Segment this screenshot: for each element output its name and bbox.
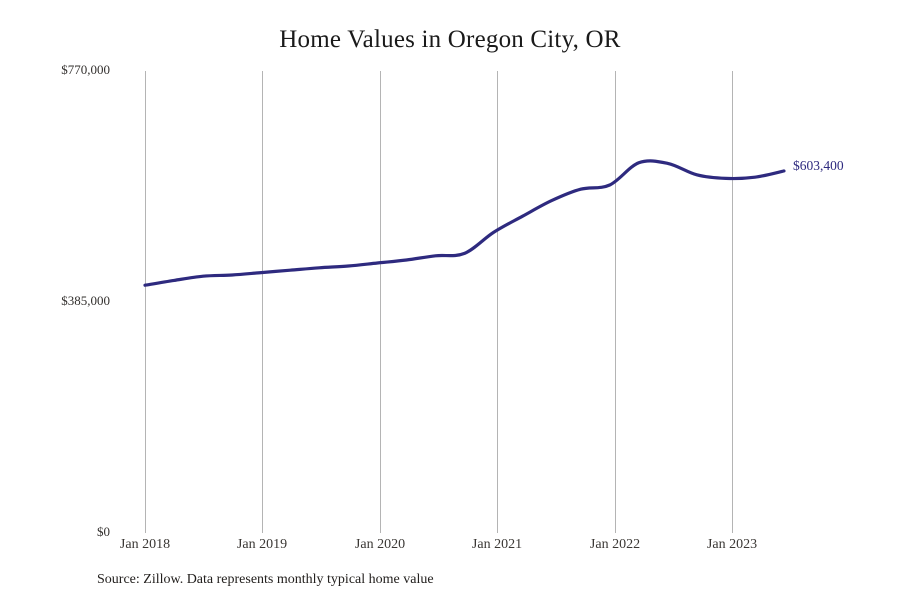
gridline-vertical	[145, 71, 146, 533]
gridline-vertical	[380, 71, 381, 533]
x-axis-tick-label: Jan 2019	[236, 537, 288, 552]
series-line-path	[143, 159, 786, 287]
gridline-vertical	[732, 71, 733, 533]
plot-area	[143, 71, 786, 533]
gridline-vertical	[497, 71, 498, 533]
gridline-vertical	[262, 71, 263, 533]
y-axis-tick-label-top: $770,000	[61, 62, 110, 77]
gridline-vertical	[615, 71, 616, 533]
x-axis-tick-label: Jan 2018	[119, 537, 171, 552]
y-axis-tick-label-zero: $0	[97, 524, 110, 539]
chart-title: Home Values in Oregon City, OR	[279, 26, 621, 53]
y-axis-tick-label-mid: $385,000	[61, 293, 110, 308]
end-value-annotation: $603,400	[793, 158, 844, 173]
x-axis-tick-label: Jan 2020	[354, 537, 406, 552]
x-axis-tick-label: Jan 2021	[471, 537, 523, 552]
x-axis-tick-label: Jan 2023	[706, 537, 758, 552]
source-caption: Source: Zillow. Data represents monthly …	[97, 572, 434, 587]
x-axis-tick-label: Jan 2022	[589, 537, 641, 552]
